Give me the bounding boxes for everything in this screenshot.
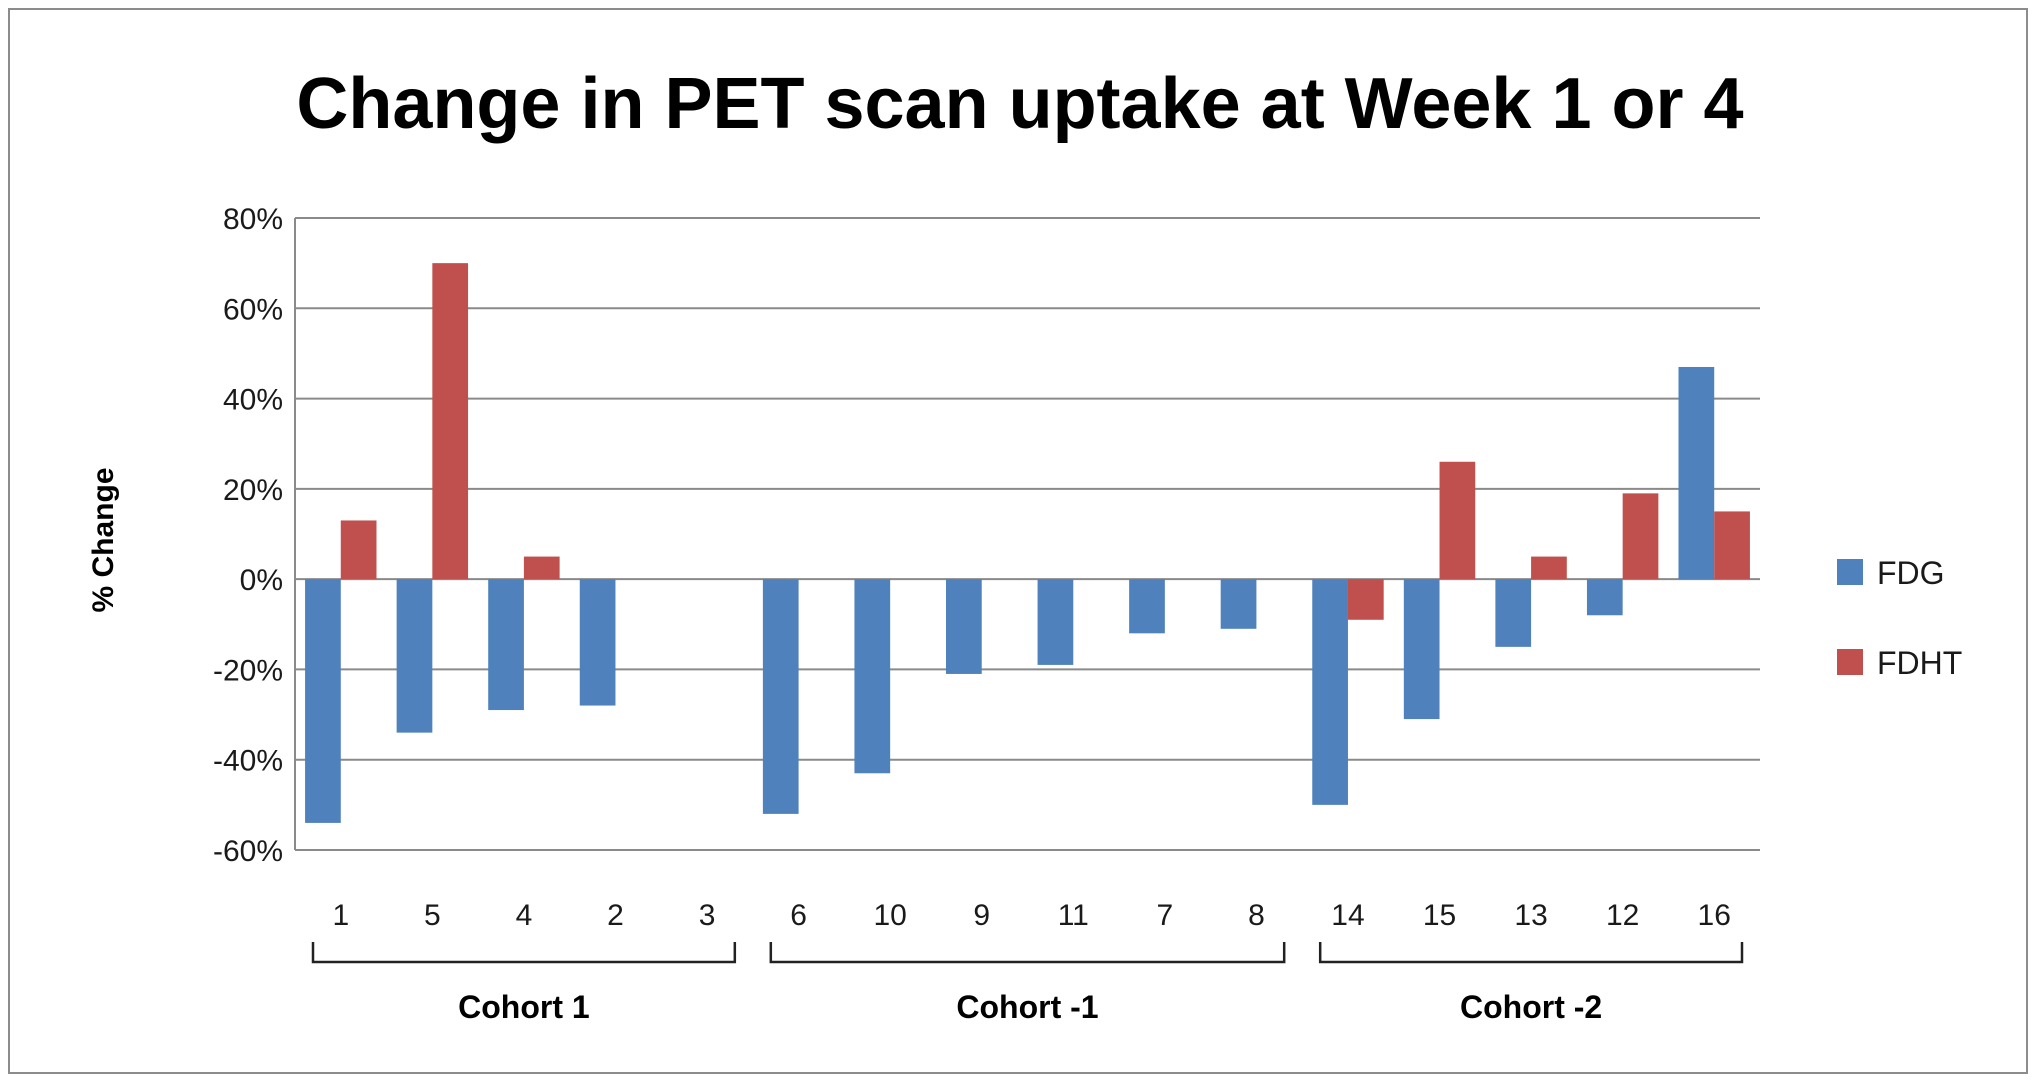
y-tick-label: 0% [240, 564, 283, 597]
x-tick-label: 3 [699, 899, 716, 932]
x-axis-ticks: 1 5 4 2 3 6 10 9 11 7 8 14 15 13 12 16 [332, 899, 1730, 932]
cohort-bracket [311, 942, 737, 964]
bar-fdht-13 [1531, 556, 1567, 580]
bar-fdht-1 [340, 520, 377, 580]
x-tick-label: 16 [1698, 899, 1731, 932]
bar-fdg-13 [1495, 579, 1532, 647]
cohort-label: Cohort -2 [1460, 989, 1602, 1025]
chart-title: Change in PET scan uptake at Week 1 or 4 [296, 64, 1743, 144]
legend-label-fdg: FDG [1877, 555, 1945, 591]
bar-fdg-4 [488, 579, 524, 711]
y-axis-label: % Change [87, 467, 120, 612]
bar-fdg-9 [946, 579, 982, 674]
bar-fdg-16 [1678, 366, 1715, 580]
x-tick-label: 6 [790, 899, 807, 932]
x-tick-label: 9 [973, 899, 990, 932]
x-tick-label: 7 [1157, 899, 1174, 932]
y-tick-label: 60% [223, 293, 283, 326]
bar-fdg-11 [1037, 579, 1074, 665]
x-tick-label: 5 [424, 899, 441, 932]
cohort-label: Cohort -1 [956, 989, 1098, 1025]
bar-fdg-2 [579, 579, 616, 706]
legend: FDG FDHT [1837, 555, 1962, 681]
gridlines [294, 217, 1760, 851]
bar-fdg-8 [1220, 579, 1257, 629]
bar-fdht-14 [1347, 579, 1384, 620]
legend-swatch-fdg [1837, 559, 1863, 585]
bar-fdht-12 [1622, 493, 1659, 580]
bar-fdg-5 [396, 579, 433, 733]
bar-fdg-7 [1129, 579, 1165, 634]
y-tick-label: 20% [223, 474, 283, 507]
bar-fdht-5 [432, 263, 469, 580]
y-axis-ticks: 80% 60% 40% 20% 0% -20% -40% -60% [213, 203, 283, 868]
bar-fdg-1 [305, 579, 341, 823]
x-tick-label: 14 [1331, 899, 1364, 932]
x-tick-label: 2 [607, 899, 624, 932]
x-tick-label: 13 [1514, 899, 1547, 932]
bar-fdg-14 [1312, 579, 1348, 805]
bar-fdht-16 [1714, 511, 1750, 580]
bar-fdg-12 [1586, 579, 1623, 616]
bar-fdht-4 [523, 556, 560, 580]
x-tick-label: 4 [516, 899, 533, 932]
x-tick-label: 15 [1423, 899, 1456, 932]
bar-fdht-15 [1439, 461, 1476, 580]
bars [305, 263, 1750, 823]
x-tick-label: 10 [873, 899, 906, 932]
legend-swatch-fdht [1837, 649, 1863, 675]
y-tick-label: -60% [213, 835, 283, 868]
cohort-bracket [1318, 942, 1744, 964]
y-tick-label: -20% [213, 654, 283, 687]
x-tick-label: 12 [1606, 899, 1639, 932]
x-tick-label: 11 [1058, 899, 1089, 932]
y-tick-label: -40% [213, 745, 283, 778]
cohort-bracket [769, 942, 1286, 964]
x-tick-label: 8 [1248, 899, 1265, 932]
bar-fdg-6 [762, 579, 799, 814]
bar-fdg-10 [854, 579, 891, 774]
y-tick-label: 40% [223, 384, 283, 417]
legend-label-fdht: FDHT [1877, 645, 1962, 681]
x-tick-label: 1 [332, 899, 349, 932]
cohort-label: Cohort 1 [458, 989, 590, 1025]
y-tick-label: 80% [223, 203, 283, 236]
bar-fdg-15 [1403, 579, 1440, 720]
cohort-groups: Cohort 1 Cohort -1 Cohort -2 [311, 942, 1744, 1025]
